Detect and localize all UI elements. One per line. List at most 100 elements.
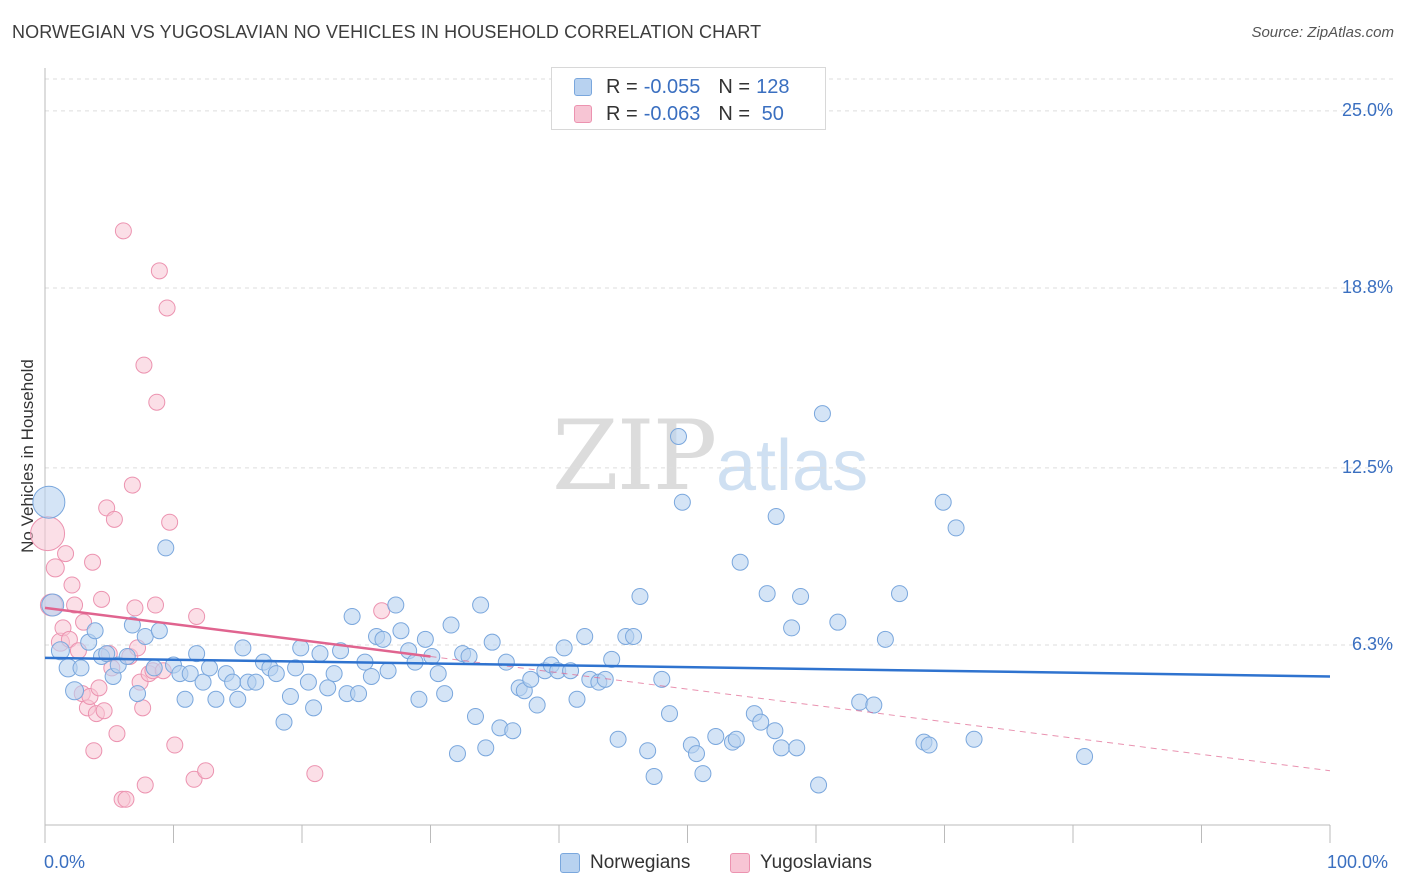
yugoslavians-points	[30, 222, 391, 808]
norwegian-point	[865, 696, 883, 714]
yugoslavian-point	[45, 558, 65, 578]
y-tick-label: 25.0%	[1341, 99, 1393, 120]
norwegian-point	[568, 690, 586, 708]
norwegian-point	[661, 705, 679, 723]
norwegian-point	[311, 645, 329, 663]
norwegian-point	[504, 722, 522, 740]
norwegians-swatch	[574, 78, 592, 96]
norwegian-point	[267, 665, 285, 683]
norwegian-point	[374, 630, 392, 648]
norwegian-point	[281, 687, 299, 705]
norwegian-point	[920, 736, 938, 754]
norwegian-point	[416, 630, 434, 648]
norwegian-point	[136, 627, 154, 645]
r-value: -0.055	[643, 75, 701, 98]
yugoslavian-point	[108, 725, 126, 743]
norwegians-trend-line	[44, 656, 1331, 678]
norwegian-point	[65, 681, 85, 701]
yugoslavian-point	[306, 765, 324, 783]
norwegian-point	[472, 596, 490, 614]
norwegian-point	[72, 659, 90, 677]
x-tick-label-min: 0.0%	[44, 852, 86, 872]
norwegian-point	[653, 670, 671, 688]
yugoslavian-point	[84, 553, 102, 571]
legend-row-yugoslavians: R = -0.063 N = 50	[574, 102, 784, 126]
y-tick-label: 18.8%	[1341, 276, 1393, 297]
norwegian-point	[436, 685, 454, 703]
yugoslavian-point	[114, 222, 132, 240]
norwegian-point	[625, 627, 643, 645]
yugoslavians-trend-extension	[430, 655, 1331, 772]
yugoslavian-point	[66, 596, 84, 614]
norwegian-point	[150, 622, 168, 640]
norwegian-point	[379, 662, 397, 680]
axes	[44, 68, 1331, 843]
norwegian-point	[50, 641, 70, 661]
yugoslavian-point	[93, 590, 111, 608]
norwegian-point	[194, 673, 212, 691]
norwegian-point	[362, 667, 380, 685]
norwegian-point	[810, 776, 828, 794]
norwegian-point	[86, 622, 104, 640]
norwegian-point	[129, 685, 147, 703]
norwegian-point	[645, 767, 663, 785]
yugoslavian-point	[123, 476, 141, 494]
norwegian-point	[123, 616, 141, 634]
norwegian-point	[727, 730, 745, 748]
norwegian-point	[813, 405, 831, 423]
norwegians-legend-label: Norwegians	[590, 852, 691, 873]
norwegian-point	[934, 493, 952, 511]
n-label: N =	[718, 102, 751, 125]
chart-title: NORWEGIAN VS YUGOSLAVIAN NO VEHICLES IN …	[12, 22, 762, 42]
norwegian-point	[181, 665, 199, 683]
norwegian-point	[41, 593, 65, 617]
norwegian-point	[234, 639, 252, 657]
norwegian-point	[555, 639, 573, 657]
norwegian-point	[965, 730, 983, 748]
norwegian-point	[639, 742, 657, 760]
norwegian-point	[522, 670, 540, 688]
norwegian-point	[767, 507, 785, 525]
yugoslavian-point	[147, 596, 165, 614]
yugoslavian-point	[373, 602, 391, 620]
norwegian-point	[299, 673, 317, 691]
norwegian-point	[687, 745, 705, 763]
yugoslavian-point	[197, 762, 215, 780]
yugoslavians-swatch	[574, 105, 592, 123]
norwegian-point	[788, 739, 806, 757]
yugoslavian-point	[85, 742, 103, 760]
yugoslavian-point	[161, 513, 179, 531]
norwegian-point	[247, 673, 265, 691]
yugoslavian-point	[150, 262, 168, 280]
norwegian-point	[275, 713, 293, 731]
norwegian-point	[350, 685, 368, 703]
norwegian-point	[792, 587, 810, 605]
stats-legend: R = -0.055 N = 128 R = -0.063 N = 50	[551, 67, 826, 130]
norwegian-point	[694, 765, 712, 783]
r-label: R =	[606, 75, 638, 98]
yugoslavian-point	[95, 702, 113, 720]
trend-lines	[44, 606, 1331, 772]
watermark-zip: ZIP	[552, 400, 717, 512]
norwegian-point	[477, 739, 495, 757]
norwegian-point	[287, 659, 305, 677]
norwegian-point	[783, 619, 801, 637]
yugoslavian-point	[105, 510, 123, 528]
yugoslavian-point	[75, 613, 93, 631]
y-tick-label: 12.5%	[1341, 456, 1393, 477]
norwegian-point	[483, 633, 501, 651]
yugoslavian-point	[185, 770, 203, 788]
norwegian-point	[429, 665, 447, 683]
yugoslavians-legend-label: Yugoslavians	[760, 852, 872, 873]
norwegian-point	[200, 659, 218, 677]
norwegian-point	[157, 539, 175, 557]
norwegian-point	[176, 690, 194, 708]
norwegian-point	[731, 553, 749, 571]
norwegian-point	[410, 690, 428, 708]
source-label: Source: ZipAtlas.com	[1251, 24, 1394, 41]
norwegians-legend-swatch	[560, 853, 580, 873]
norwegian-point	[758, 585, 776, 603]
yugoslavian-point	[57, 545, 75, 563]
n-value: 50	[756, 102, 784, 125]
